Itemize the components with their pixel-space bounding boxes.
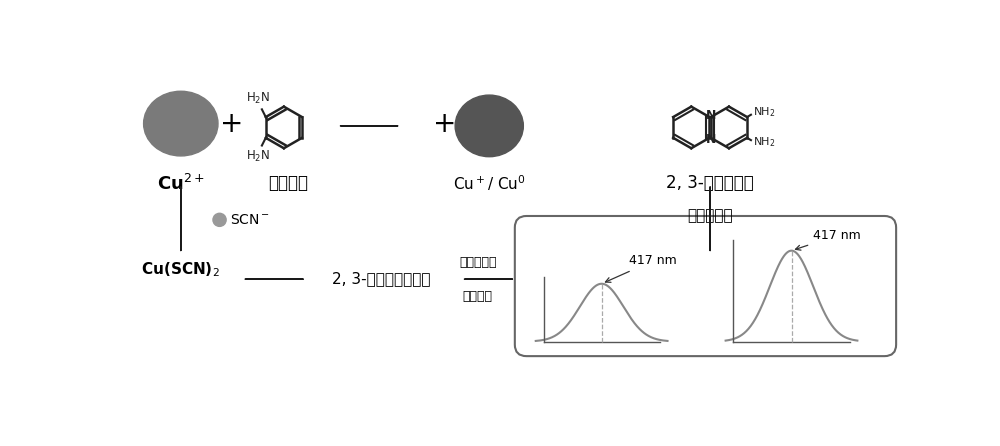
Text: H$_2$N: H$_2$N <box>246 91 270 106</box>
Text: Cu$^+$/ Cu$^0$: Cu$^+$/ Cu$^0$ <box>453 173 526 193</box>
FancyBboxPatch shape <box>515 216 896 356</box>
Text: 邻苯二胺: 邻苯二胺 <box>268 173 308 192</box>
Text: 417 nm: 417 nm <box>795 229 861 250</box>
Text: 吸收光谱图: 吸收光谱图 <box>459 256 496 268</box>
Text: 2, 3-二氨基咐呃: 2, 3-二氨基咐呃 <box>666 173 754 192</box>
Text: N: N <box>706 133 716 146</box>
Text: 吸收光谱图: 吸收光谱图 <box>687 208 733 223</box>
Text: +: + <box>433 110 456 137</box>
Text: 峰値下降: 峰値下降 <box>463 290 493 303</box>
Ellipse shape <box>213 213 226 227</box>
Ellipse shape <box>455 95 523 157</box>
Text: Cu(SCN)$_2$: Cu(SCN)$_2$ <box>141 260 220 279</box>
Text: +: + <box>220 110 244 137</box>
Text: NH$_2$: NH$_2$ <box>753 136 776 149</box>
Ellipse shape <box>144 91 218 156</box>
Text: SCN$^-$: SCN$^-$ <box>230 213 270 227</box>
Text: 417 nm: 417 nm <box>605 255 676 282</box>
Text: H$_2$N: H$_2$N <box>246 149 270 164</box>
Text: Cu$^{2+}$: Cu$^{2+}$ <box>157 173 205 194</box>
Text: 2, 3-二氨基咐呃减少: 2, 3-二氨基咐呃减少 <box>332 272 430 287</box>
Text: N: N <box>706 109 716 122</box>
Text: NH$_2$: NH$_2$ <box>753 106 776 120</box>
